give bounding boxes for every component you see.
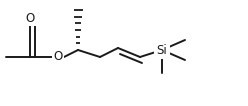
Text: O: O xyxy=(25,11,35,24)
Text: Si: Si xyxy=(157,43,167,56)
Text: O: O xyxy=(53,50,63,63)
